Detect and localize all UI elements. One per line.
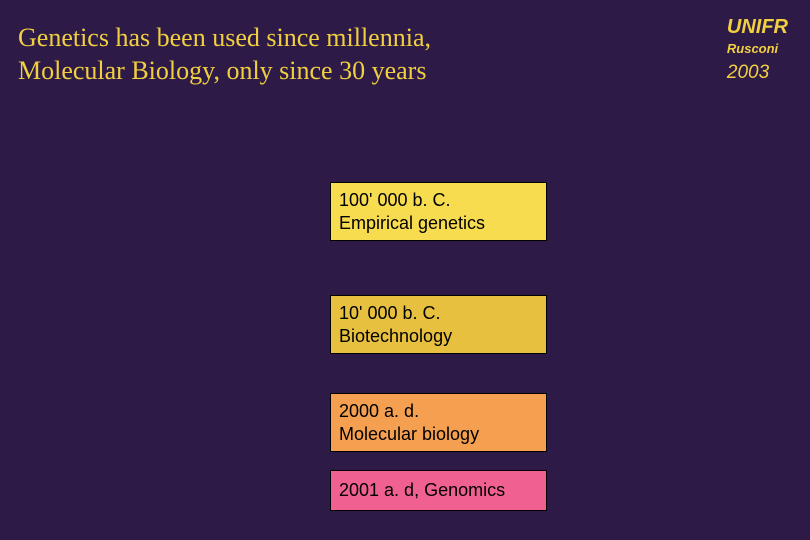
timeline-box-2: 10' 000 b. C. Biotechnology [330,295,547,354]
header-rusconi: Rusconi [727,41,788,56]
timeline-box-1: 100' 000 b. C. Empirical genetics [330,182,547,241]
timeline-box-3-line1: 2000 a. d. [339,401,419,421]
timeline-box-2-line2: Biotechnology [339,326,452,346]
timeline-box-2-line1: 10' 000 b. C. [339,303,441,323]
timeline-box-1-line2: Empirical genetics [339,213,485,233]
timeline-box-3-line2: Molecular biology [339,424,479,444]
title-line-1: Genetics has been used since millennia, [18,23,431,52]
header-year: 2003 [727,62,788,84]
slide-title: Genetics has been used since millennia, … [18,22,431,87]
title-line-2: Molecular Biology, only since 30 years [18,56,426,85]
header-unifr: UNIFR [727,16,788,39]
timeline-box-1-line1: 100' 000 b. C. [339,190,451,210]
header-right: UNIFR Rusconi 2003 [727,16,788,84]
timeline-box-4: 2001 a. d, Genomics [330,470,547,511]
timeline-box-4-line1: 2001 a. d, Genomics [339,480,505,500]
timeline-box-3: 2000 a. d. Molecular biology [330,393,547,452]
